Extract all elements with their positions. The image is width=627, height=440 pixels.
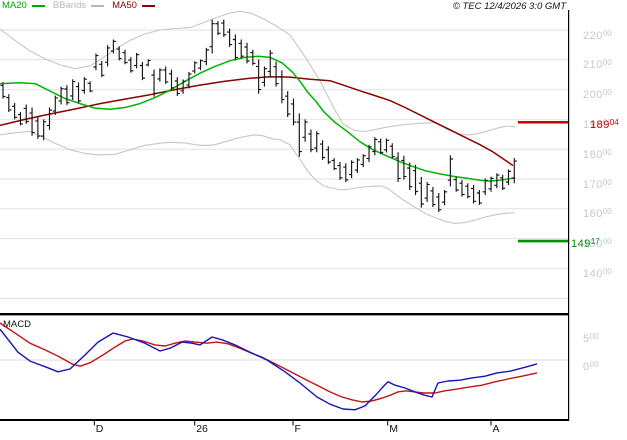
macd-tick-label-decimals: 00	[589, 359, 599, 369]
price-tick-label-decimals: 00	[602, 266, 612, 276]
legend-bbands-swatch	[91, 5, 105, 7]
legend-ma20-label: MA20	[2, 0, 27, 11]
price-tick-label: 14000	[583, 266, 612, 280]
time-axis-label: D	[95, 423, 104, 435]
price-tick-label-decimals: 00	[602, 117, 612, 127]
price-tick-label-decimals: 00	[602, 237, 612, 247]
price-tick-label: 16000	[583, 207, 612, 221]
price-tick-label: 22000	[583, 28, 612, 42]
price-tick-label-decimals: 00	[602, 28, 612, 38]
legend-item-bbands: BBands	[52, 0, 105, 11]
legend-ma50-swatch	[141, 5, 155, 7]
ohlc-bars	[0, 19, 517, 213]
panel-separator	[0, 313, 568, 316]
alert-level-label-decimals: 04	[609, 117, 619, 127]
macd-line	[0, 328, 538, 411]
price-tick-label-decimals: 00	[602, 88, 612, 98]
ma50-line	[0, 76, 514, 167]
copyright-text: © TEC 12/4/2026 3:0 GMT	[452, 1, 566, 12]
time-axis-label: 26	[196, 423, 208, 435]
legend-bbands-label: BBands	[52, 0, 87, 11]
price-tick-label: 15000	[583, 237, 612, 251]
legend-item-ma50: MA50	[112, 1, 155, 11]
bottom-axis-line	[0, 419, 568, 421]
price-tick-label-decimals: 00	[602, 147, 612, 157]
price-tick-label: 17000	[583, 177, 612, 191]
price-tick-label-decimals: 00	[602, 177, 612, 187]
price-tick-label: 19000	[583, 117, 612, 131]
signal-line	[0, 322, 538, 403]
price-tick-label: 20000	[583, 88, 612, 102]
alert-level-label-decimals: 17	[590, 236, 600, 246]
alert-level-label: 14917	[571, 236, 600, 250]
price-tick-label-decimals: 00	[602, 58, 612, 68]
alert-level-label: 18904	[590, 117, 619, 131]
ma20-line	[0, 55, 516, 182]
bb-lower-line	[0, 130, 516, 224]
price-tick-label: 18000	[583, 147, 612, 161]
macd-tick-label: 500	[583, 331, 599, 345]
time-axis-label: A	[492, 423, 500, 435]
legend-ma20-swatch	[31, 5, 45, 7]
macd-tick-label: 000	[583, 359, 599, 373]
legend-ma50-label: MA50	[112, 0, 137, 11]
macd-panel-label: MACD	[3, 319, 31, 330]
macd-tick-label-decimals: 00	[589, 331, 599, 341]
legend: MA20 BBands MA50	[2, 1, 163, 11]
price-tick-label-decimals: 00	[602, 207, 612, 217]
time-axis-label: M	[389, 423, 398, 435]
price-tick-label: 21000	[583, 58, 612, 72]
legend-item-ma20: MA20	[2, 1, 45, 11]
time-axis-label: F	[294, 423, 301, 435]
